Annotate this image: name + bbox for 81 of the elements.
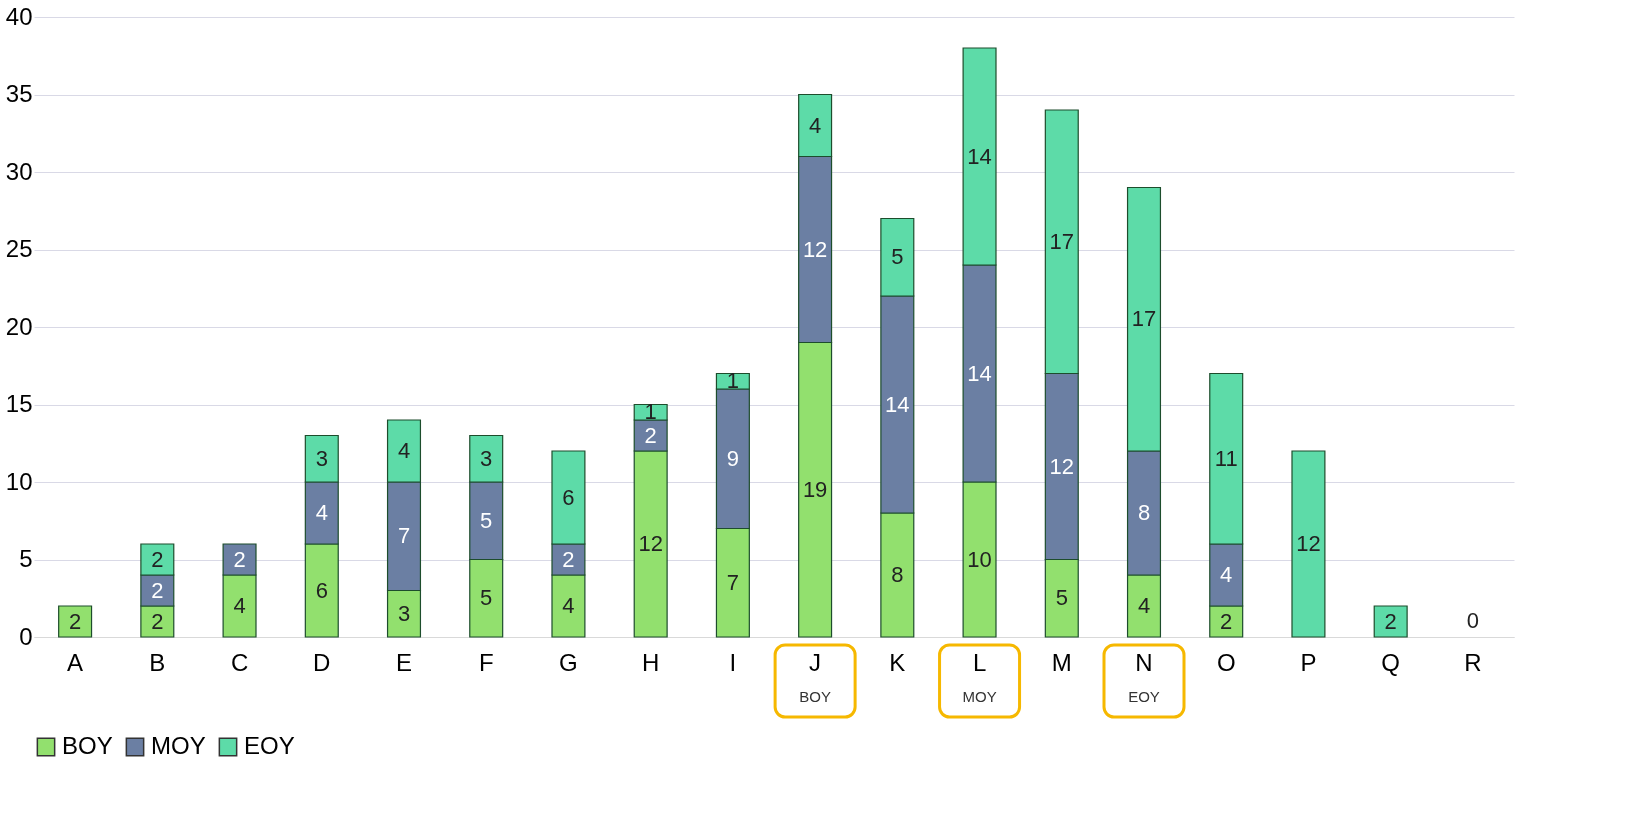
data-label: 17 (1131, 306, 1157, 332)
x-tick-label: A (67, 648, 84, 676)
data-label: 1 (644, 399, 657, 425)
text: EOY (1128, 688, 1160, 705)
y-tick-label: 35 (5, 80, 33, 107)
x-tick-label: C (230, 648, 249, 676)
x-tick-label: O (1216, 648, 1236, 676)
data-label: 7 (726, 569, 740, 595)
data-label: 8 (891, 562, 904, 587)
bar (58, 605, 93, 638)
data-label: 10 (967, 546, 992, 572)
data-label: 1 (726, 368, 740, 394)
data-label: 8 (1137, 500, 1151, 525)
data-label: 2 (233, 546, 246, 572)
data-label: 4 (397, 438, 411, 463)
data-label: 0 (1466, 608, 1480, 633)
data-label: 4 (1220, 562, 1233, 587)
data-label: 14 (967, 143, 992, 169)
x-tick-label: H (641, 648, 660, 676)
x-tick-label: K (889, 648, 906, 676)
data-label: 12 (1296, 531, 1321, 556)
data-label: 6 (315, 577, 328, 603)
data-label: 3 (397, 600, 411, 626)
x-tick-label: N (1135, 648, 1153, 676)
y-tick-label: 5 (19, 545, 33, 572)
x-tick-label: I (729, 648, 737, 676)
data-label: 12 (1049, 453, 1075, 479)
y-tick-label: 0 (19, 622, 33, 650)
data-label: 3 (315, 445, 328, 471)
data-label: 5 (480, 585, 493, 611)
data-label: 6 (562, 484, 575, 510)
data-label: 14 (967, 360, 992, 386)
data-label: 5 (1055, 585, 1068, 611)
data-label: 17 (1049, 228, 1075, 254)
y-tick-label: 30 (5, 157, 33, 185)
data-label: 7 (397, 523, 411, 549)
data-label: 4 (315, 500, 328, 525)
x-tick-label: D (313, 648, 331, 676)
y-tick-label: 25 (5, 235, 33, 262)
data-label: 2 (562, 546, 575, 572)
data-label: 4 (1137, 593, 1151, 618)
y-tick-label: 10 (5, 467, 33, 495)
y-tick-label: 40 (5, 2, 33, 30)
x-tick-label: Q (1381, 648, 1400, 676)
bar (1373, 605, 1408, 638)
x-tick-label: E (395, 648, 413, 676)
legend-label: MOY (151, 732, 206, 759)
data-label: 2 (68, 608, 82, 634)
text: MOY (962, 688, 997, 705)
data-label: 2 (151, 546, 164, 572)
x-tick-label: P (1300, 648, 1317, 676)
data-label: 2 (151, 577, 164, 603)
data-label: 9 (726, 445, 740, 471)
data-label: 5 (891, 244, 904, 270)
text: BOY (799, 688, 831, 705)
data-label: 12 (638, 531, 663, 556)
data-label: 4 (233, 593, 246, 618)
legend-label: BOY (62, 732, 113, 759)
data-label: 12 (802, 236, 828, 262)
y-tick-label: 15 (5, 390, 33, 417)
x-tick-label: L (972, 648, 987, 676)
x-tick-label: R (1464, 648, 1482, 676)
data-label: 19 (802, 476, 828, 502)
data-label: 2 (1384, 608, 1397, 634)
data-label: 5 (480, 507, 493, 533)
data-label: 2 (1220, 608, 1233, 634)
bar (1291, 450, 1326, 638)
data-label: 4 (808, 112, 822, 138)
data-label: 14 (885, 391, 910, 417)
x-tick-label: M (1051, 648, 1072, 676)
legend-label: EOY (244, 732, 295, 759)
data-label: 2 (644, 422, 657, 448)
data-label: 4 (562, 593, 575, 618)
data-label: 3 (480, 445, 493, 471)
y-tick-label: 20 (5, 312, 33, 340)
x-tick-label: F (478, 648, 494, 676)
data-label: 2 (151, 608, 164, 634)
x-tick-label: J (809, 648, 822, 676)
x-tick-label: G (559, 648, 578, 676)
x-tick-label: B (149, 648, 166, 676)
data-label: 11 (1214, 445, 1238, 471)
